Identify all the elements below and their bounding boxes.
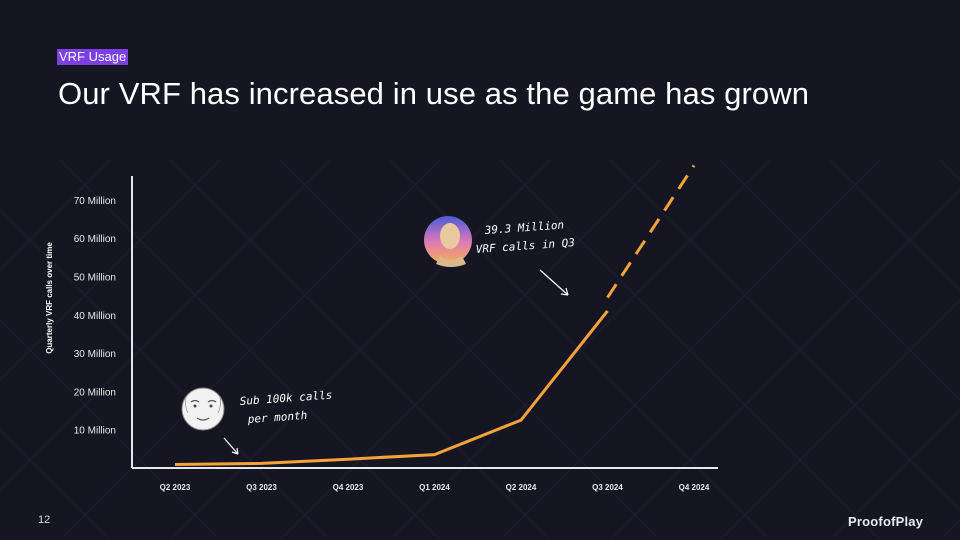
annotation-arrow-2 <box>539 269 569 296</box>
wojak-face-icon <box>181 387 225 431</box>
series-line-projection <box>606 164 696 299</box>
series-line-actual <box>174 310 609 467</box>
y-tick-label-4: 50 Million <box>74 273 116 284</box>
gigachad-avatar-icon <box>424 216 472 267</box>
slide-title: Our VRF has increased in use as the game… <box>58 76 810 111</box>
y-tick-label-0: 10 Million <box>74 426 116 437</box>
brand-logo: ProofofPlay <box>848 514 924 529</box>
x-tick-label-0: Q2 2023 <box>160 483 191 492</box>
annotation-sub-100k-line1: Sub 100k calls <box>239 389 332 408</box>
annotation-q3-line2: VRF calls in Q3 <box>475 236 575 256</box>
y-axis-label: Quarterly VRF calls over time <box>45 242 54 354</box>
annotation-q3: 39.3 Million VRF calls in Q3 <box>424 216 575 296</box>
x-tick-label-5: Q3 2024 <box>592 483 623 492</box>
y-tick-label-6: 70 Million <box>74 196 116 207</box>
section-tag: VRF Usage <box>57 49 129 65</box>
page-number: 12 <box>38 514 51 526</box>
x-tick-label-3: Q1 2024 <box>419 483 450 492</box>
x-tick-label-2: Q4 2023 <box>333 483 364 492</box>
annotation-sub-100k-line2: per month <box>246 409 307 426</box>
annotation-q3-line1: 39.3 Million <box>483 218 564 237</box>
y-tick-label-3: 40 Million <box>74 311 116 322</box>
y-tick-label-2: 30 Million <box>74 349 116 360</box>
x-tick-label-1: Q3 2023 <box>246 483 277 492</box>
x-tick-label-6: Q4 2024 <box>679 483 710 492</box>
y-tick-label-1: 20 Million <box>74 387 116 398</box>
x-tick-label-4: Q2 2024 <box>506 483 537 492</box>
y-tick-label-5: 60 Million <box>74 234 116 245</box>
annotation-sub-100k: Sub 100k calls per month <box>181 387 333 455</box>
annotation-arrow-1 <box>223 437 239 455</box>
